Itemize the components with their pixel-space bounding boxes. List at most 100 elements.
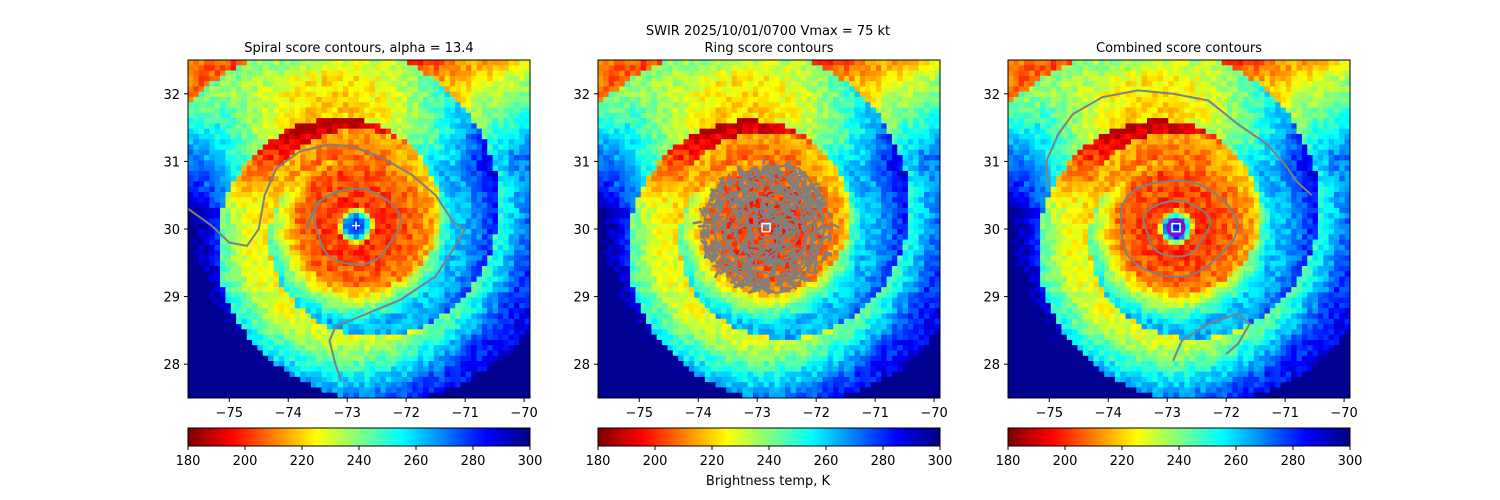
center-marker xyxy=(352,221,361,230)
contour-fragment xyxy=(754,168,763,174)
contour-fragment xyxy=(733,283,743,289)
colorbar-tick-label: 240 xyxy=(757,454,782,469)
y-tick-label: 31 xyxy=(983,155,1000,170)
contour-fragment xyxy=(758,246,762,256)
contour-fragment xyxy=(758,185,766,192)
contour-fragment xyxy=(707,241,715,251)
x-tick-label: −73 xyxy=(743,406,770,421)
contour-fragment xyxy=(791,169,798,176)
y-tick-label: 29 xyxy=(573,291,590,306)
contour-fragment xyxy=(714,269,720,278)
contour-fragment xyxy=(790,262,796,270)
contour-fragment xyxy=(797,174,807,179)
contour-fragment xyxy=(705,225,710,234)
contour-fragment xyxy=(824,225,831,230)
contour-fragment xyxy=(703,233,709,239)
colorbar-tick-label: 200 xyxy=(643,454,668,469)
contour-fragment xyxy=(733,199,743,209)
contour-fragment xyxy=(738,223,746,230)
contour-fragment xyxy=(723,193,731,198)
contour-fragment xyxy=(743,283,755,287)
contour-line xyxy=(188,143,467,382)
contour-fragment xyxy=(719,267,729,275)
contour-line xyxy=(305,187,354,230)
contour-line xyxy=(1045,89,1313,196)
contour-fragment xyxy=(710,213,716,221)
colorbar: 180 200 220 240 260 280 300 xyxy=(996,427,1363,469)
contour-fragment xyxy=(777,225,783,230)
panel-title: Combined score contours xyxy=(1096,41,1262,56)
contour-fragment xyxy=(817,191,825,200)
contour-fragment xyxy=(811,208,819,219)
contour-fragment xyxy=(778,272,788,276)
x-tick-label: −71 xyxy=(451,406,478,421)
contour-fragment xyxy=(709,190,715,198)
contour-fragment xyxy=(731,189,739,197)
contour-fragment xyxy=(749,270,754,282)
contour-fragment xyxy=(728,222,735,233)
x-tick-label: −73 xyxy=(1153,406,1180,421)
y-tick-label: 28 xyxy=(573,358,590,373)
contour-fragment xyxy=(734,195,742,202)
colorbar: 180 200 220 240 260 280 300 xyxy=(176,427,542,469)
colorbar-tick-label: 220 xyxy=(290,454,315,469)
contour-fragment xyxy=(768,236,774,240)
contour-fragment xyxy=(774,262,785,268)
colorbar-tick-label: 280 xyxy=(871,454,896,469)
y-tick-label: 32 xyxy=(573,88,590,103)
colorbar-tick-label: 240 xyxy=(347,454,372,469)
x-tick-label: −74 xyxy=(685,406,712,421)
contour-fragment xyxy=(762,157,766,165)
y-tick-label: 31 xyxy=(573,155,590,170)
contour-fragment xyxy=(772,252,778,262)
contour-fragment xyxy=(712,245,719,253)
colorbar-tick-label: 220 xyxy=(700,454,725,469)
y-tick-label: 30 xyxy=(163,223,180,238)
contour-fragment xyxy=(779,238,784,250)
y-tick-label: 28 xyxy=(983,358,1000,373)
x-tick-label: −72 xyxy=(802,406,829,421)
contour-fragment xyxy=(792,179,800,185)
contour-fragment xyxy=(711,242,718,249)
contour-line xyxy=(313,187,402,266)
contour-fragment xyxy=(818,201,828,211)
contour-fragment xyxy=(767,192,778,198)
contour-fragment xyxy=(813,182,820,186)
x-tick-label: −75 xyxy=(626,406,653,421)
contour-fragment xyxy=(717,183,726,194)
contour-line xyxy=(735,195,800,260)
contour-fragment xyxy=(692,220,703,225)
colorbar-tick-label: 280 xyxy=(461,454,486,469)
center-marker xyxy=(1166,218,1186,238)
panel-1: Spiral score contours, alpha = 13.4 −75 −7… xyxy=(163,41,542,469)
colorbar: 180 200 220 240 260 280 300 xyxy=(586,427,953,469)
contour-fragment xyxy=(805,213,811,218)
contour-fragment xyxy=(814,225,823,234)
contour-fragment xyxy=(806,184,813,190)
contour-fragment xyxy=(790,230,797,236)
contour-fragment xyxy=(779,226,783,235)
score-contours xyxy=(188,143,467,382)
contour-fragment xyxy=(710,253,719,263)
contour-fragment xyxy=(749,206,756,212)
contour-fragment xyxy=(762,211,768,217)
contour-fragment xyxy=(787,248,796,256)
colorbar-tick-label: 300 xyxy=(1338,454,1363,469)
colorbar-tick-label: 300 xyxy=(928,454,953,469)
colorbar-tick-label: 200 xyxy=(233,454,258,469)
center-marker xyxy=(761,222,771,233)
contour-fragment xyxy=(711,202,717,209)
contour-fragment xyxy=(750,167,757,172)
contour-fragment xyxy=(747,289,758,294)
contour-line xyxy=(713,171,816,279)
colorbar-tick-label: 240 xyxy=(1167,454,1192,469)
contour-fragment xyxy=(803,225,812,232)
contour-fragment xyxy=(822,212,826,220)
brightness-temp-field xyxy=(1008,60,1350,398)
x-tick-label: −73 xyxy=(333,406,360,421)
contour-fragment xyxy=(791,252,802,256)
y-tick-label: 29 xyxy=(163,291,180,306)
contour-fragment xyxy=(814,218,823,223)
colorbar-tick-label: 180 xyxy=(176,454,201,469)
